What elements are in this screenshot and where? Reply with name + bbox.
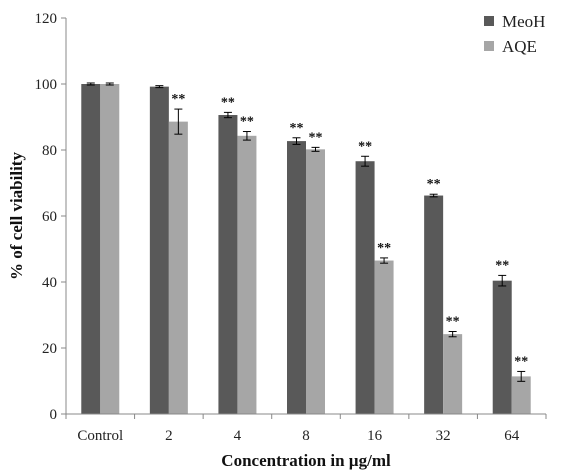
x-tick-label: 32: [436, 428, 451, 444]
significance-label: **: [290, 121, 304, 136]
bar: [511, 376, 531, 414]
bar: [424, 195, 444, 414]
legend-swatch: [484, 41, 494, 51]
y-tick-label: 0: [50, 407, 58, 423]
significance-label: **: [446, 315, 460, 330]
bars-layer: [81, 84, 531, 415]
bar: [492, 280, 512, 414]
y-tick-label: 40: [42, 275, 57, 291]
y-ticks: 0 20 40 60 80 100 120: [35, 11, 66, 423]
bar: [355, 161, 375, 414]
significance-layer: ** ** ** ** ** ** ** ** ** ** **: [171, 92, 528, 369]
significance-label: **: [514, 354, 528, 369]
bar: [218, 115, 238, 415]
significance-label: **: [221, 95, 235, 110]
significance-label: **: [240, 115, 254, 130]
significance-label: **: [495, 258, 509, 273]
x-tick-label: 8: [302, 428, 310, 444]
legend-label: MeoH: [502, 12, 545, 31]
x-tick-label: 2: [165, 428, 173, 444]
x-tick-label: 4: [234, 428, 242, 444]
y-tick-label: 60: [42, 209, 57, 225]
y-tick-label: 100: [35, 77, 58, 93]
x-tick-label: 64: [504, 428, 520, 444]
x-tick-label: 16: [367, 428, 383, 444]
significance-label: **: [427, 177, 441, 192]
y-tick-label: 20: [42, 341, 57, 357]
bar: [374, 260, 394, 414]
bar: [287, 141, 306, 414]
y-tick-label: 80: [42, 143, 57, 159]
significance-label: **: [309, 130, 323, 145]
bar: [443, 334, 463, 414]
x-axis-title: Concentration in µg/ml: [221, 451, 391, 470]
legend-swatch: [484, 16, 494, 26]
legend: MeoH AQE: [484, 12, 545, 56]
y-tick-label: 120: [35, 11, 58, 27]
bar: [149, 86, 169, 414]
x-tick-label: Control: [77, 428, 123, 444]
significance-label: **: [358, 139, 372, 154]
x-ticks: Control 2 4 8 16 32 64: [65, 414, 547, 444]
bar: [168, 121, 188, 415]
significance-label: **: [171, 92, 185, 107]
legend-label: AQE: [502, 37, 537, 56]
bar: [306, 149, 325, 414]
bar: [81, 84, 101, 414]
y-axis-title: % of cell viability: [7, 152, 26, 280]
bar: [100, 84, 120, 414]
bar: [237, 135, 257, 414]
significance-label: **: [377, 241, 391, 256]
error-bars-layer: [86, 82, 526, 382]
